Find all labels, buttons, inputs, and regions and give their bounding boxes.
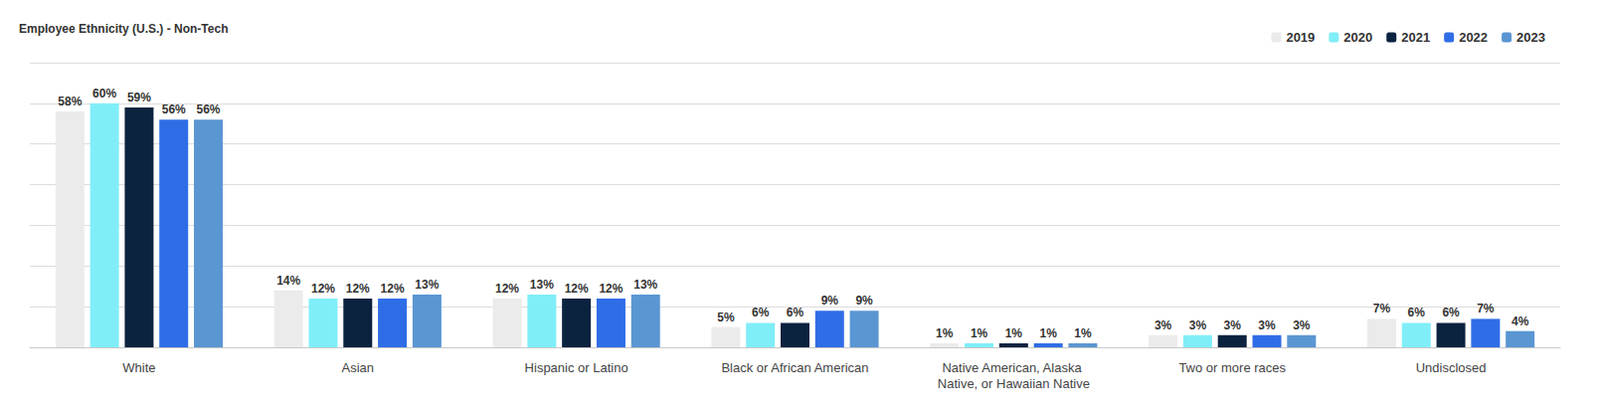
- svg-text:12%: 12%: [598, 281, 623, 296]
- svg-text:2021: 2021: [1401, 29, 1430, 45]
- svg-text:Employee Ethnicity (U.S.) - No: Employee Ethnicity (U.S.) - Non-Tech: [18, 21, 228, 36]
- svg-text:12%: 12%: [380, 281, 405, 296]
- svg-text:7%: 7%: [1476, 301, 1495, 316]
- svg-text:2019: 2019: [1285, 29, 1315, 45]
- svg-text:1%: 1%: [970, 326, 989, 341]
- svg-text:3%: 3%: [1224, 318, 1243, 333]
- svg-text:1%: 1%: [1073, 326, 1092, 341]
- svg-text:2022: 2022: [1458, 29, 1488, 45]
- svg-text:2023: 2023: [1516, 29, 1546, 45]
- svg-text:13%: 13%: [530, 277, 554, 292]
- svg-text:6%: 6%: [751, 305, 770, 320]
- svg-text:9%: 9%: [855, 293, 874, 308]
- svg-text:6%: 6%: [1408, 305, 1426, 320]
- svg-text:Black or African American: Black or African American: [720, 359, 869, 375]
- svg-text:58%: 58%: [57, 94, 82, 109]
- svg-text:6%: 6%: [1441, 305, 1460, 320]
- svg-text:14%: 14%: [276, 273, 301, 288]
- svg-text:Hispanic or Latino: Hispanic or Latino: [525, 359, 629, 375]
- svg-text:Undisclosed: Undisclosed: [1416, 359, 1487, 375]
- svg-text:60%: 60%: [92, 86, 117, 101]
- svg-text:1%: 1%: [1039, 326, 1058, 341]
- svg-text:12%: 12%: [495, 281, 520, 296]
- svg-text:1%: 1%: [1005, 326, 1024, 341]
- svg-text:Native, or Hawaiian Native: Native, or Hawaiian Native: [937, 375, 1090, 391]
- svg-text:13%: 13%: [633, 277, 658, 292]
- svg-text:4%: 4%: [1511, 314, 1530, 329]
- svg-text:3%: 3%: [1154, 318, 1173, 333]
- svg-text:6%: 6%: [786, 305, 805, 320]
- svg-text:59%: 59%: [127, 90, 152, 105]
- svg-text:12%: 12%: [311, 281, 336, 296]
- svg-text:White: White: [122, 359, 156, 375]
- svg-text:5%: 5%: [716, 310, 735, 325]
- svg-text:Asian: Asian: [342, 359, 375, 375]
- svg-text:13%: 13%: [414, 277, 439, 292]
- svg-text:3%: 3%: [1292, 318, 1311, 333]
- svg-text:2020: 2020: [1343, 29, 1373, 45]
- svg-text:12%: 12%: [564, 281, 589, 296]
- svg-text:12%: 12%: [346, 281, 370, 296]
- svg-text:56%: 56%: [162, 102, 186, 117]
- svg-text:7%: 7%: [1373, 301, 1392, 316]
- svg-text:3%: 3%: [1257, 318, 1276, 333]
- svg-text:1%: 1%: [935, 326, 954, 341]
- svg-text:3%: 3%: [1189, 318, 1208, 333]
- svg-text:Two or more races: Two or more races: [1178, 359, 1286, 375]
- svg-text:Native American, Alaska: Native American, Alaska: [941, 359, 1085, 375]
- svg-text:9%: 9%: [821, 293, 840, 308]
- svg-text:56%: 56%: [196, 102, 221, 117]
